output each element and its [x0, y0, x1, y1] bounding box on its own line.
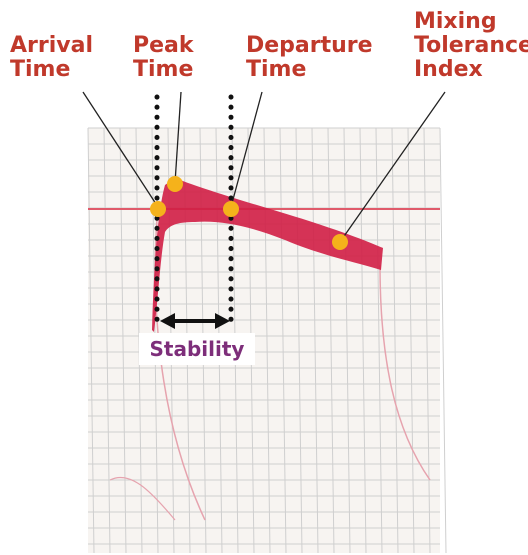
grid-line-vertical — [87, 127, 95, 554]
arrival-label-line1: Arrival — [10, 33, 93, 58]
grid-line-vertical — [295, 127, 303, 554]
peak-marker — [167, 176, 183, 192]
grid-line-vertical — [391, 127, 399, 554]
departure-label-line1: Departure — [246, 33, 373, 58]
decline-trail-3 — [109, 476, 176, 521]
grid-line-vertical — [103, 127, 111, 554]
arrival-leader-line — [82, 91, 159, 208]
departure-marker — [223, 201, 239, 217]
grid-line-vertical — [407, 127, 415, 554]
farinograph-curve — [152, 178, 383, 332]
mixing-tolerance-index-label: Mixing Tolerance Index — [414, 10, 528, 82]
grid-line-vertical — [263, 127, 271, 554]
grid-line-vertical — [311, 127, 319, 554]
grid-line-vertical — [119, 127, 127, 554]
peak-label-line2: Time — [133, 57, 194, 82]
peak-label-line1: Peak — [133, 33, 194, 58]
peak-leader-line — [174, 91, 182, 184]
departure-label-line2: Time — [246, 57, 307, 82]
decline-trail-2 — [379, 264, 431, 481]
mixing-leader-line — [339, 91, 446, 243]
grid-line-vertical — [327, 127, 335, 554]
grid-line-vertical — [343, 127, 351, 554]
stability-label: Stability — [139, 333, 255, 365]
grid-line-vertical — [279, 127, 287, 554]
grid-line-vertical — [423, 127, 431, 554]
grid-line-vertical — [439, 127, 447, 554]
peak-time-label: Peak Time — [133, 34, 194, 82]
mixing-label-line1: Mixing — [414, 9, 497, 34]
stability-arrowhead-right — [215, 313, 230, 329]
mixing-tolerance-marker — [332, 234, 348, 250]
mixing-label-line2: Tolerance — [414, 33, 528, 58]
stability-arrowhead-left — [160, 313, 175, 329]
departure-leader-line — [230, 91, 263, 208]
arrival-label-line2: Time — [10, 57, 71, 82]
mixing-label-line3: Index — [414, 57, 483, 82]
grid-line-vertical — [359, 127, 367, 554]
arrival-marker — [150, 201, 166, 217]
grid-line-vertical — [375, 127, 383, 554]
arrival-time-label: Arrival Time — [10, 34, 93, 82]
departure-time-label: Departure Time — [246, 34, 373, 82]
